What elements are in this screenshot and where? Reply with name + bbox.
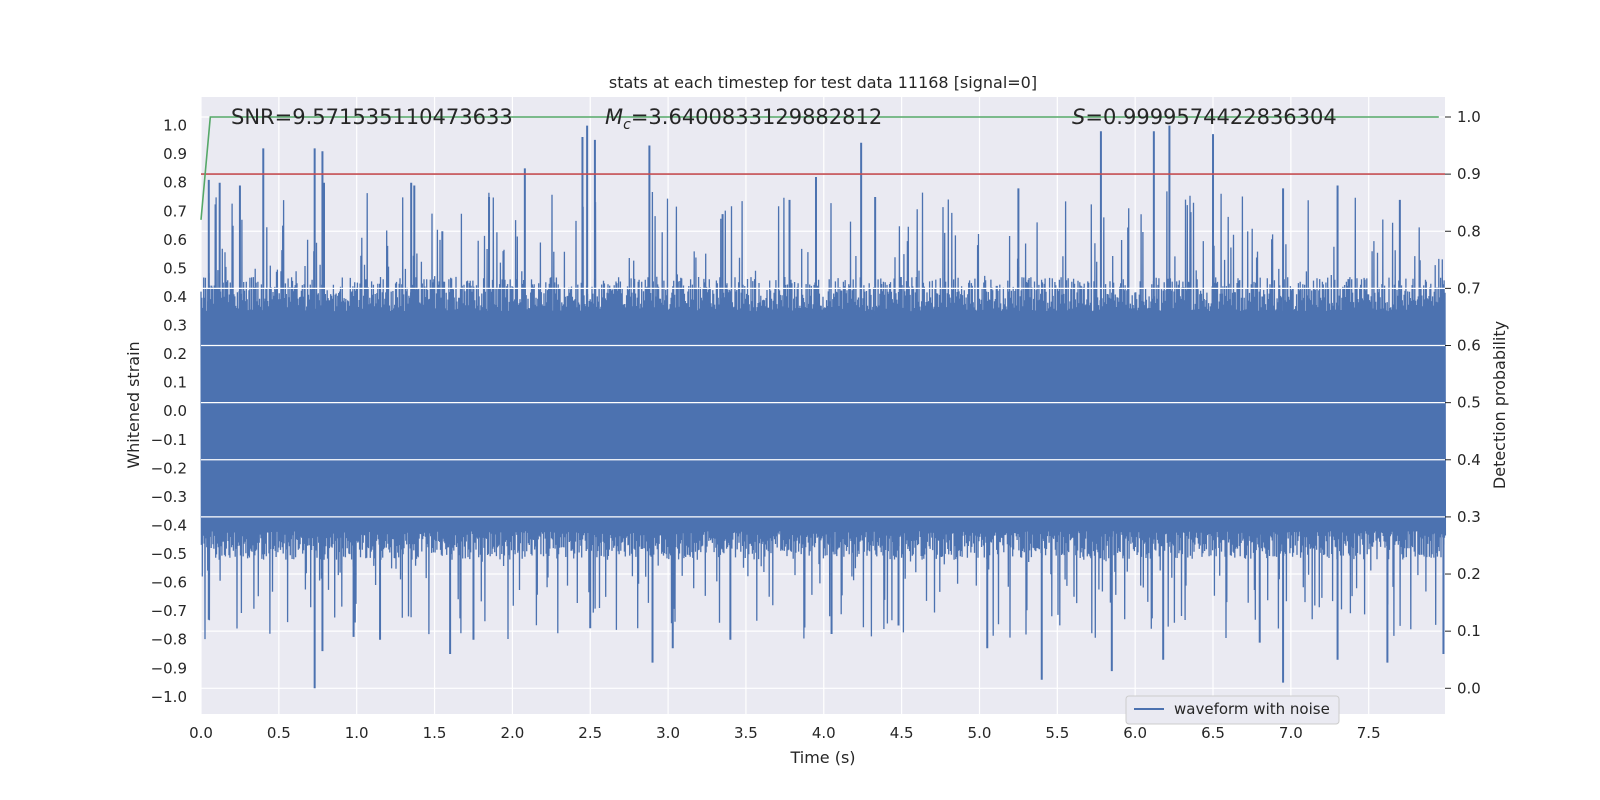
right-tick-label: 1.0 bbox=[1457, 108, 1481, 126]
x-tick-label: 3.0 bbox=[656, 724, 680, 742]
x-tick-label: 1.5 bbox=[423, 724, 447, 742]
y-tick-label: 0.7 bbox=[163, 202, 187, 220]
right-axis-ticks: 1.0 0.9 0.8 0.7 0.6 0.5 0.4 0.3 0.2 0.1 0.0 bbox=[1445, 108, 1481, 697]
x-tick-label: 2.5 bbox=[578, 724, 602, 742]
y-tick-label: 0.8 bbox=[163, 174, 187, 192]
x-axis-label: Time (s) bbox=[789, 748, 855, 767]
y-tick-label: 0.6 bbox=[163, 231, 187, 249]
y-tick-label: −0.2 bbox=[151, 459, 187, 477]
x-tick-label: 4.0 bbox=[812, 724, 836, 742]
right-tick-label: 0.2 bbox=[1457, 565, 1481, 583]
x-tick-label: 5.0 bbox=[968, 724, 992, 742]
legend-box bbox=[1125, 695, 1340, 725]
y-tick-label: 0.9 bbox=[163, 145, 187, 163]
right-tick-label: 0.7 bbox=[1457, 279, 1481, 297]
detection-probability-line bbox=[200, 116, 1439, 220]
x-tick-label: 2.0 bbox=[500, 724, 524, 742]
right-tick-label: 0.5 bbox=[1457, 394, 1481, 412]
y-tick-label: −0.4 bbox=[151, 516, 187, 534]
y-tick-label: −0.8 bbox=[151, 631, 187, 649]
y-tick-label: 0.5 bbox=[163, 259, 187, 277]
right-tick-label: 0.6 bbox=[1457, 337, 1481, 355]
waveform-core bbox=[201, 331, 1445, 503]
right-tick-label: 0.1 bbox=[1457, 622, 1481, 640]
y-tick-label: 0.4 bbox=[163, 288, 187, 306]
y-axis-ticks: 1.0 0.9 0.8 0.7 0.6 0.5 0.4 0.3 0.2 0.1 0.0 −0.1 −0.… bbox=[151, 117, 187, 706]
x-tick-label: 5.5 bbox=[1045, 724, 1069, 742]
x-tick-label: 0.0 bbox=[189, 724, 213, 742]
chart-title: stats at each timestep for test data 111… bbox=[609, 73, 1037, 92]
y-tick-label: −0.3 bbox=[151, 488, 187, 506]
y-tick-label: −0.5 bbox=[151, 545, 187, 563]
x-tick-label: 6.0 bbox=[1123, 724, 1147, 742]
x-tick-label: 0.5 bbox=[267, 724, 291, 742]
y-tick-label: −1.0 bbox=[151, 688, 187, 706]
y-tick-label: 0.3 bbox=[163, 317, 187, 335]
legend-label: waveform with noise bbox=[1174, 700, 1330, 718]
y-axis-label: Whitened strain bbox=[124, 341, 143, 468]
x-tick-label: 6.5 bbox=[1201, 724, 1225, 742]
right-tick-label: 0.0 bbox=[1457, 679, 1481, 697]
chirp-mass-stat: Mc=3.6400833129882812 bbox=[605, 105, 882, 133]
y-tick-label: 0.2 bbox=[163, 345, 187, 363]
legend: waveform with noise bbox=[1125, 695, 1340, 725]
right-tick-label: 0.9 bbox=[1457, 165, 1481, 183]
y-tick-label: −0.6 bbox=[151, 574, 187, 592]
s-stat: S=0.9999574422836304 bbox=[1072, 105, 1337, 129]
x-tick-label: 4.5 bbox=[890, 724, 914, 742]
x-axis-ticks: 0.0 0.5 1.0 1.5 2.0 2.5 3.0 3.5 4.0 4.5 5.0 5.5 6.0 6… bbox=[189, 724, 1381, 742]
y-tick-label: −0.7 bbox=[151, 602, 187, 620]
y-tick-label: 0.1 bbox=[163, 374, 187, 392]
right-tick-label: 0.8 bbox=[1457, 222, 1481, 240]
right-tick-label: 0.4 bbox=[1457, 451, 1481, 469]
y-tick-label: 1.0 bbox=[163, 117, 187, 135]
right-axis-label: Detection probability bbox=[1490, 321, 1509, 489]
snr-stat: SNR=9.571535110473633 bbox=[231, 105, 513, 129]
y-tick-label: −0.9 bbox=[151, 659, 187, 677]
right-tick-label: 0.3 bbox=[1457, 508, 1481, 526]
x-tick-label: 3.5 bbox=[734, 724, 758, 742]
y-tick-label: −0.1 bbox=[151, 431, 187, 449]
x-tick-label: 7.0 bbox=[1279, 724, 1303, 742]
y-tick-label: 0.0 bbox=[163, 402, 187, 420]
x-tick-label: 7.5 bbox=[1357, 724, 1381, 742]
x-tick-label: 1.0 bbox=[345, 724, 369, 742]
plot-area bbox=[200, 116, 1447, 689]
